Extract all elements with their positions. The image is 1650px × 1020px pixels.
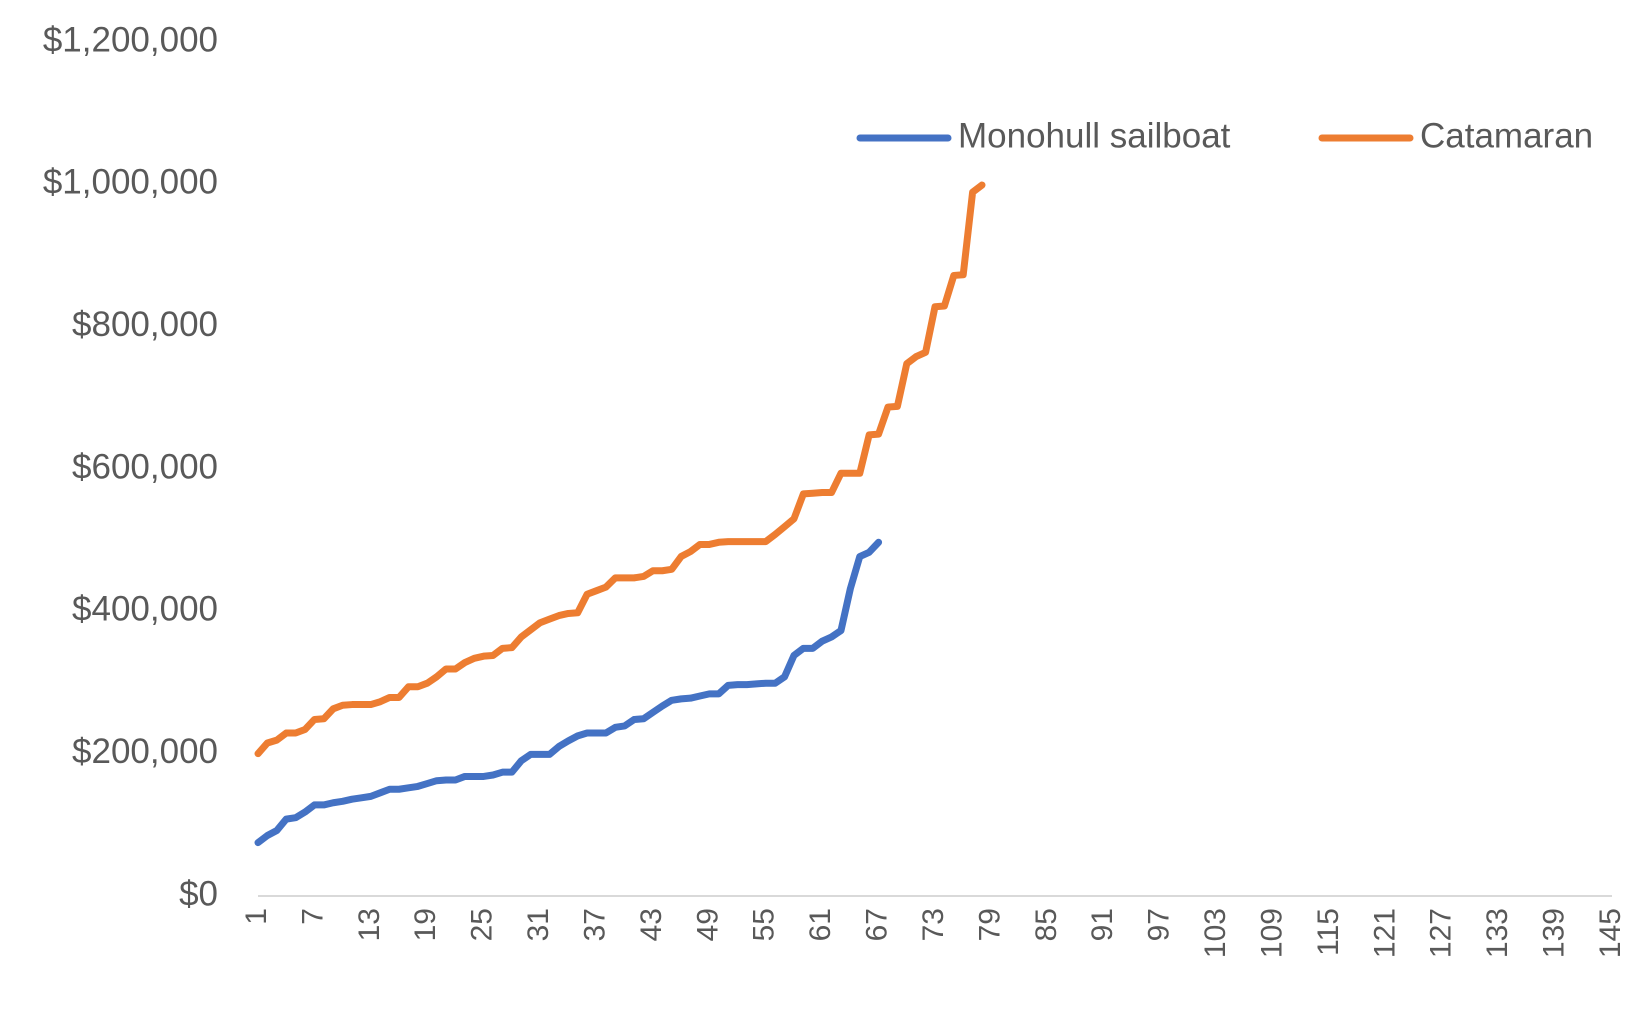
x-tick-label: 49 (691, 908, 724, 941)
series-line-monohull-sailboat (254, 538, 883, 847)
legend-label: Catamaran (1420, 116, 1593, 155)
y-tick-label: $1,200,000 (43, 20, 218, 59)
x-tick-label: 31 (522, 908, 555, 941)
legend-item: Catamaran (1318, 116, 1593, 155)
x-tick-label: 67 (861, 908, 894, 941)
x-tick-label: 37 (578, 908, 611, 941)
x-tick-label: 1 (240, 908, 273, 925)
x-tick-label: 103 (1199, 908, 1232, 958)
x-tick-label: 121 (1368, 908, 1401, 958)
x-tick-label: 127 (1425, 908, 1458, 958)
x-tick-label: 79 (973, 908, 1006, 941)
series-lines (254, 181, 986, 847)
x-tick-label: 109 (1255, 908, 1288, 958)
x-tick-label: 145 (1594, 908, 1627, 958)
legend-item: Monohull sailboat (856, 116, 1231, 155)
x-axis-tick-labels: 1 7 13 19 25 31 37 43 49 55 61 67 73 79 85 91 97 103 109 11… (240, 908, 1627, 958)
x-tick-label: 115 (1312, 908, 1345, 956)
x-tick-label: 85 (1030, 908, 1063, 941)
y-axis-tick-labels: $0 $200,000 $400,000 $600,000 $800,000 $1,000… (43, 20, 218, 913)
y-tick-label: $200,000 (72, 732, 218, 771)
x-tick-label: 19 (409, 908, 442, 941)
x-tick-label: 139 (1538, 908, 1571, 958)
x-tick-label: 13 (353, 908, 386, 941)
x-tick-label: 91 (1086, 908, 1119, 941)
series-line-catamaran (254, 181, 986, 758)
legend: Monohull sailboat Catamaran (856, 116, 1593, 155)
y-tick-label: $800,000 (72, 305, 218, 344)
y-tick-label: $400,000 (72, 590, 218, 629)
y-tick-label: $0 (179, 874, 218, 913)
y-tick-label: $1,000,000 (43, 163, 218, 202)
x-tick-label: 97 (1143, 908, 1176, 941)
x-tick-label: 73 (917, 908, 950, 941)
legend-label: Monohull sailboat (958, 116, 1231, 155)
x-tick-label: 43 (635, 908, 668, 941)
x-tick-label: 133 (1481, 908, 1514, 958)
x-tick-label: 25 (466, 908, 499, 941)
y-tick-label: $600,000 (72, 447, 218, 486)
x-tick-label: 7 (296, 908, 329, 925)
x-tick-label: 55 (748, 908, 781, 941)
x-tick-label: 61 (804, 908, 837, 941)
